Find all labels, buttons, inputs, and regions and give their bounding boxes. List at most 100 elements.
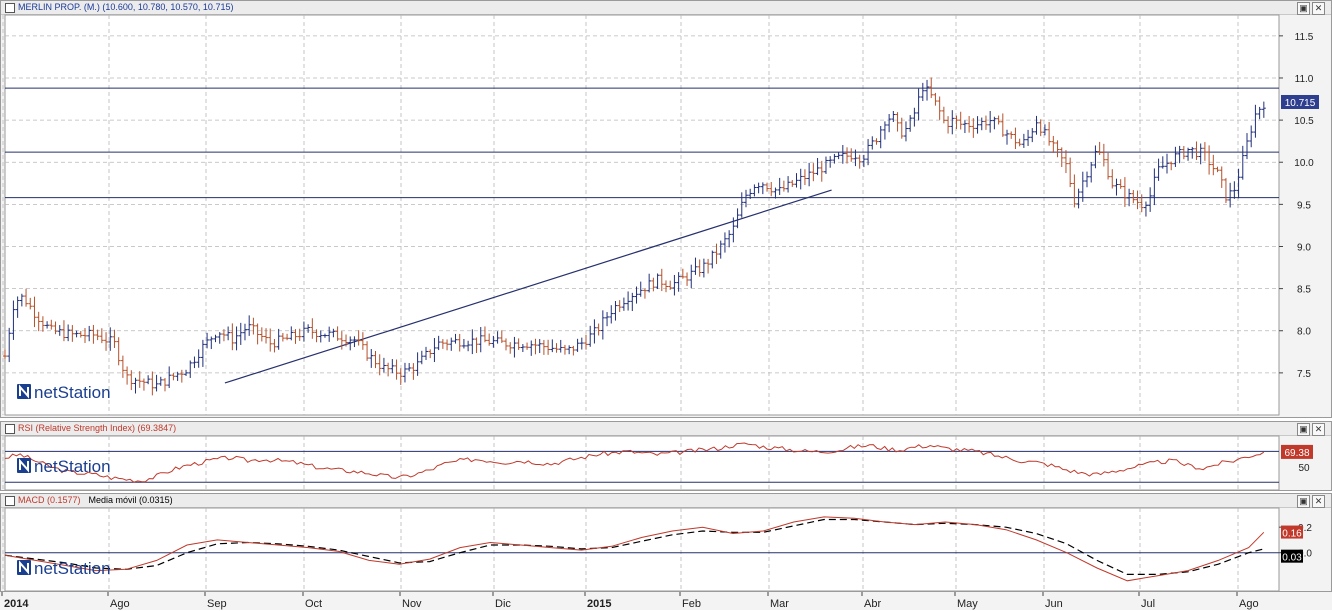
price-bar-down xyxy=(457,333,462,352)
price-bar-up xyxy=(453,333,458,344)
x-tick-label: Jun xyxy=(1045,598,1063,610)
price-bar-up xyxy=(992,116,997,130)
restore-icon[interactable]: ▣ xyxy=(1297,423,1310,436)
price-bar-down xyxy=(849,148,854,162)
price-bar-down xyxy=(116,337,121,366)
price-bar-down xyxy=(811,163,816,182)
macd-y-tick-label: 0.0 xyxy=(1298,549,1312,560)
price-bar-down xyxy=(474,337,479,353)
price-bar-down xyxy=(584,334,588,350)
price-bar-up xyxy=(739,192,744,218)
price-bar-up xyxy=(1228,182,1233,208)
price-bar-down xyxy=(533,338,538,355)
price-bar-up xyxy=(1021,133,1026,148)
price-bar-down xyxy=(802,169,807,186)
price-bar-down xyxy=(508,342,513,354)
price-bar-up xyxy=(133,377,138,394)
price-bar-down xyxy=(685,272,690,286)
price-bar-down xyxy=(36,311,41,332)
price-bar-up xyxy=(630,292,635,312)
price-bar-down xyxy=(268,328,273,352)
panel-menu-icon[interactable] xyxy=(5,3,15,13)
price-bar-up xyxy=(975,116,980,134)
price-bar-up xyxy=(175,371,180,381)
price-bar-down xyxy=(499,330,504,343)
price-bar-down xyxy=(1051,135,1056,153)
price-bar-down xyxy=(259,327,264,342)
price-bar-up xyxy=(205,332,210,349)
last-price-label: 10.715 xyxy=(1285,98,1316,109)
price-bar-down xyxy=(1202,142,1207,161)
time-axis-labels: 2014 Ago Sep Oct Nov Dic 2015 Feb Mar Abr May Jun Ju… xyxy=(1,592,1259,610)
price-bar-down xyxy=(95,329,100,341)
price-bar-down xyxy=(1207,145,1212,175)
price-bar-down xyxy=(958,111,963,130)
price-bar-down xyxy=(297,328,302,341)
price-bar-down xyxy=(1211,154,1216,176)
price-bar-up xyxy=(916,88,921,121)
price-bar-down xyxy=(487,333,492,346)
price-bar-up xyxy=(647,273,652,293)
price-bar-down xyxy=(790,180,795,187)
macd-last-label-bg xyxy=(1281,525,1303,539)
price-bar-down xyxy=(504,338,509,351)
price-bar-up xyxy=(1177,145,1182,164)
price-bar-down xyxy=(1131,190,1136,204)
price-bar-down xyxy=(899,117,904,139)
price-bar-down xyxy=(617,300,622,313)
price-bar-up xyxy=(634,286,639,304)
price-bar-up xyxy=(537,339,542,354)
macd-last-label: 0.16 xyxy=(1282,529,1302,540)
price-bar-up xyxy=(836,152,841,160)
price-bar-down xyxy=(272,339,277,353)
price-bar-up xyxy=(1148,187,1153,212)
rsi-panel-title: RSI (Relative Strength Index) (69.3847) xyxy=(18,423,177,433)
price-bar-down xyxy=(280,333,285,342)
price-bar-up xyxy=(188,360,193,378)
price-bar-down xyxy=(137,371,142,388)
x-tick-label: Sep xyxy=(207,598,227,610)
price-bar-up xyxy=(449,337,454,351)
price-bar-down xyxy=(339,331,344,350)
price-bar-down xyxy=(1063,150,1068,174)
price-bar-up xyxy=(882,121,887,140)
close-icon[interactable]: ✕ xyxy=(1312,495,1325,508)
price-bar-up xyxy=(15,296,20,318)
price-bar-down xyxy=(1017,138,1022,147)
close-icon[interactable]: ✕ xyxy=(1312,423,1325,436)
rsi-last-label-bg xyxy=(1281,444,1313,459)
price-bar-up xyxy=(1190,146,1195,159)
price-bar-down xyxy=(1169,161,1174,171)
price-bar-up xyxy=(626,291,631,311)
price-bar-up xyxy=(247,315,252,336)
price-bar-down xyxy=(428,349,433,359)
price-bar-up xyxy=(318,330,323,343)
price-bar-up xyxy=(1253,104,1258,138)
price-bar-up xyxy=(878,125,883,149)
panel-menu-icon[interactable] xyxy=(5,496,15,506)
x-tick-label: Jul xyxy=(1141,598,1155,610)
price-bar-up xyxy=(701,258,706,278)
price-bar-down xyxy=(1068,157,1073,188)
price-window-buttons: ▣ ✕ xyxy=(1295,2,1325,15)
price-bar-down xyxy=(344,334,349,347)
price-bar-down xyxy=(937,96,942,120)
price-bar-up xyxy=(1160,156,1165,169)
price-bar-up xyxy=(167,366,172,389)
restore-icon[interactable]: ▣ xyxy=(1297,2,1310,15)
price-bar-up xyxy=(605,312,610,327)
price-bar-up xyxy=(154,374,159,392)
price-bar-up xyxy=(693,257,698,275)
price-bar-up xyxy=(550,339,555,353)
price-bar-down xyxy=(3,349,7,359)
price-bar-up xyxy=(828,156,833,168)
y-tick-label: 11.5 xyxy=(1295,32,1314,43)
price-bar-up xyxy=(748,188,753,200)
price-bar-up xyxy=(609,305,614,324)
restore-icon[interactable]: ▣ xyxy=(1297,495,1310,508)
price-bar-down xyxy=(24,288,29,307)
macd-signal-title: Media móvil (0.0315) xyxy=(88,495,173,505)
panel-menu-icon[interactable] xyxy=(5,424,15,434)
price-bar-down xyxy=(1135,190,1140,210)
close-icon[interactable]: ✕ xyxy=(1312,2,1325,15)
